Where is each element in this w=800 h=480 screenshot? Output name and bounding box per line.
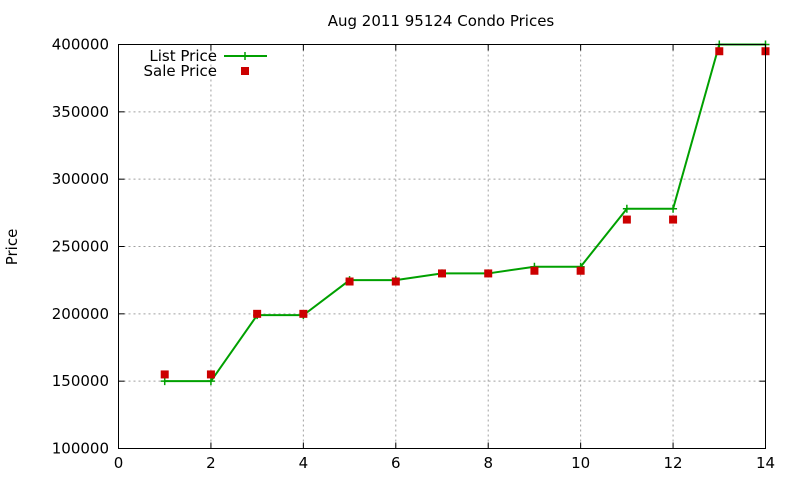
- y-tick-label: 200000: [52, 305, 109, 323]
- sale-price-point: [345, 277, 354, 286]
- y-tick-label: 300000: [52, 170, 109, 188]
- list-price-point: [669, 204, 678, 213]
- list-price-point: [622, 204, 631, 213]
- axis-ticks: [118, 44, 766, 449]
- sale-price-point: [206, 370, 215, 379]
- x-tick-labels: 0 2 4 6 8 10 12 14: [114, 454, 775, 472]
- y-tick-label: 150000: [52, 372, 109, 390]
- list-price-line: [164, 43, 766, 383]
- legend-marker-sale-price: [241, 67, 249, 75]
- x-tick-label: 0: [114, 454, 124, 472]
- series-sale-price: [160, 47, 770, 379]
- x-tick-label: 8: [483, 454, 493, 472]
- x-tick-label: 6: [391, 454, 401, 472]
- sale-price-point: [530, 266, 539, 275]
- series-list-price: [160, 40, 770, 386]
- x-tick-label: 10: [571, 454, 590, 472]
- grid: [118, 44, 766, 449]
- sale-price-point: [715, 47, 724, 56]
- legend-label: List Price: [149, 47, 217, 65]
- x-tick-label: 4: [299, 454, 309, 472]
- legend-label: Sale Price: [144, 62, 217, 80]
- sale-price-point: [484, 269, 493, 278]
- y-tick-label: 350000: [52, 103, 109, 121]
- y-axis-label: Price: [3, 229, 21, 266]
- sale-price-point: [391, 277, 400, 286]
- y-tick-label: 100000: [52, 440, 109, 458]
- plot-frame: [118, 44, 766, 449]
- sale-price-point: [160, 370, 169, 379]
- sale-price-point: [438, 269, 446, 278]
- x-tick-label: 12: [664, 454, 683, 472]
- y-tick-label: 400000: [52, 36, 109, 54]
- series-layer: [160, 40, 770, 386]
- list-price-point: [206, 377, 215, 386]
- sale-price-point: [576, 266, 585, 275]
- x-tick-label: 14: [756, 454, 775, 472]
- sale-price-point: [299, 309, 308, 318]
- sale-price-point: [622, 215, 631, 224]
- sale-price-point: [669, 215, 678, 224]
- list-price-point: [160, 377, 169, 386]
- legend-marker-list-price: [241, 52, 249, 60]
- x-tick-label: 2: [206, 454, 216, 472]
- sale-price-point: [253, 309, 262, 318]
- y-tick-label: 250000: [52, 238, 109, 256]
- y-tick-labels: 100000 150000 200000 250000 300000 350000 4000…: [52, 36, 109, 458]
- chart-title: Aug 2011 95124 Condo Prices: [328, 12, 555, 30]
